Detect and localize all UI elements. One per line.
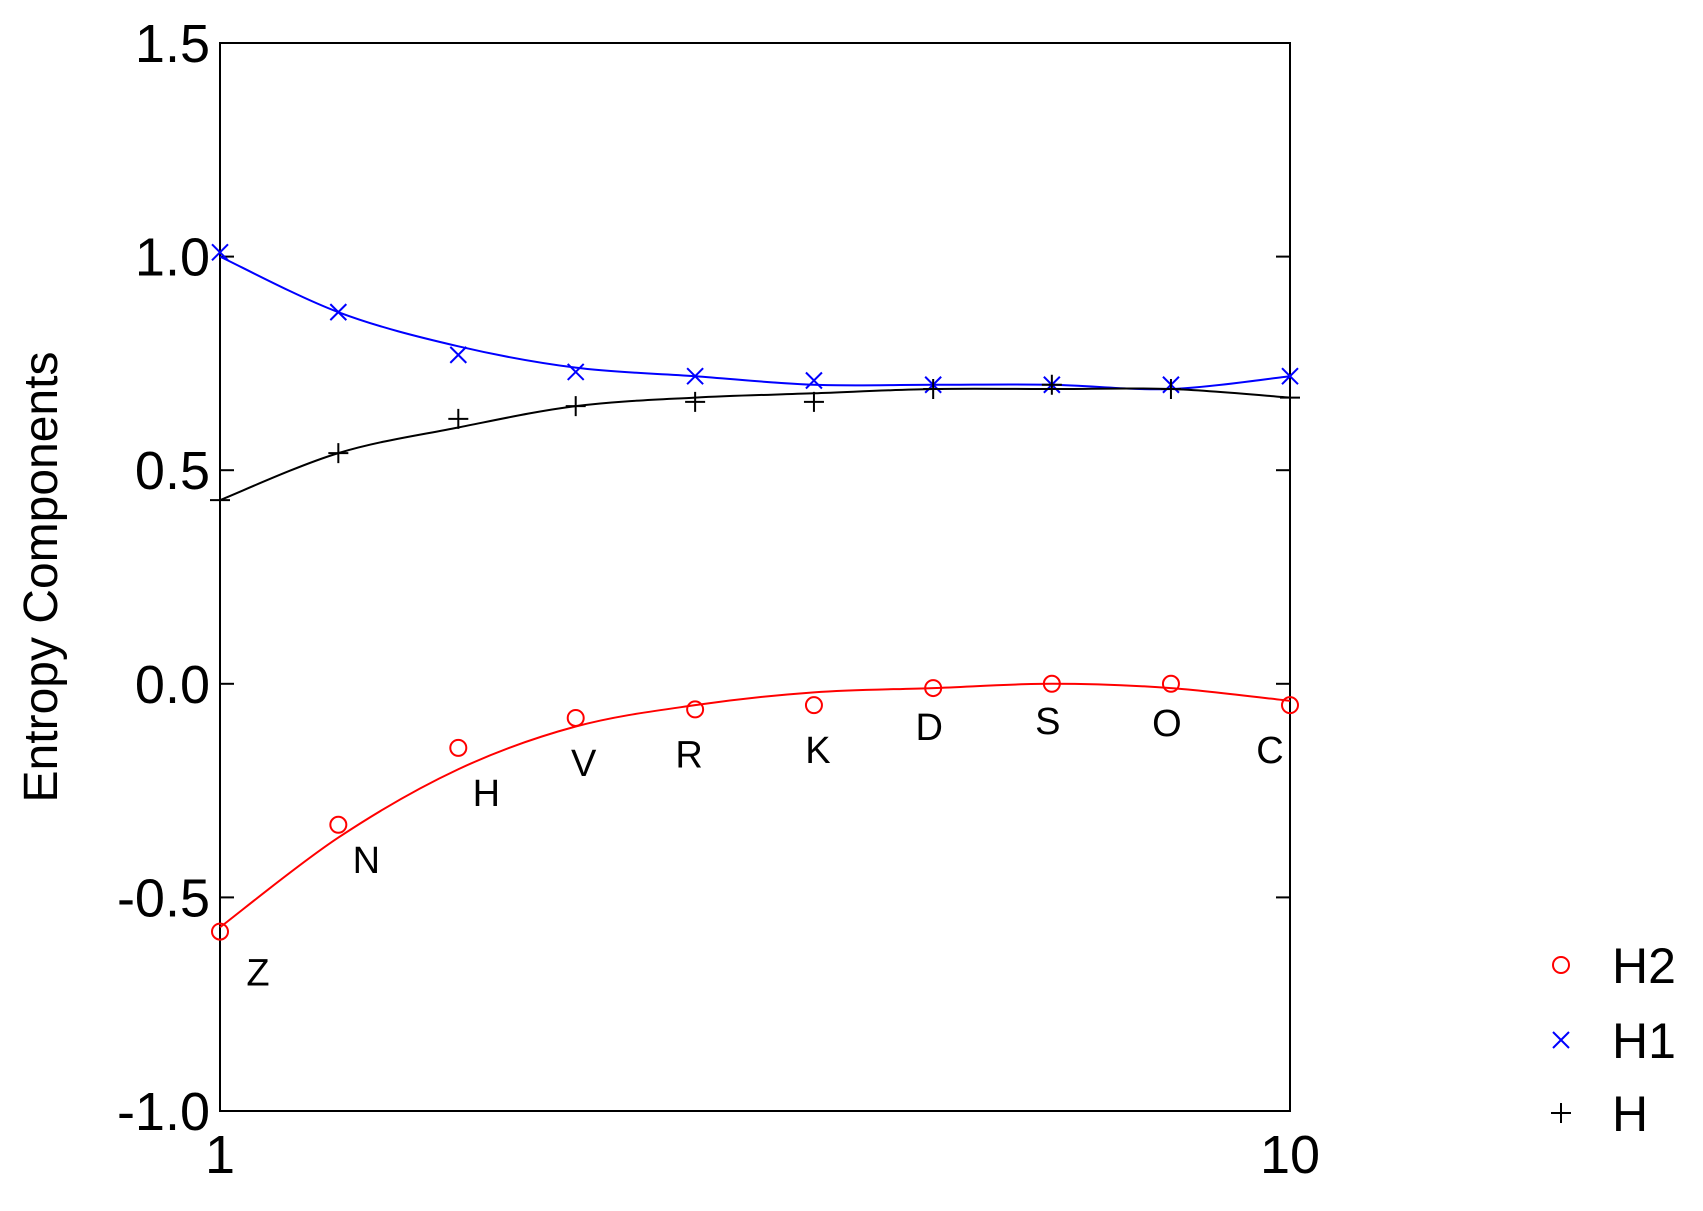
series-h2-point bbox=[924, 679, 943, 698]
x-marker bbox=[449, 346, 468, 364]
legend-label-h: H bbox=[1612, 1086, 1648, 1142]
x-marker bbox=[805, 371, 823, 390]
series-h1 bbox=[211, 243, 1299, 394]
legend-label-h2: H2 bbox=[1612, 938, 1676, 994]
series-h-point bbox=[803, 391, 824, 412]
x-tick-label: 1 bbox=[205, 1125, 235, 1185]
circle-marker bbox=[1552, 956, 1570, 974]
y-tick-label: -1.0 bbox=[117, 1082, 210, 1142]
plus-marker bbox=[565, 396, 586, 417]
series-h-point bbox=[565, 396, 586, 417]
series-h1-point bbox=[329, 303, 348, 321]
point-label: R bbox=[675, 734, 702, 776]
x-marker bbox=[567, 363, 585, 381]
circle-marker bbox=[566, 708, 585, 727]
circle-marker bbox=[924, 679, 943, 698]
x-marker bbox=[686, 367, 704, 385]
point-label: V bbox=[571, 743, 597, 785]
series-h2-point bbox=[449, 738, 468, 757]
series-h-point bbox=[448, 408, 469, 429]
series-h1-point bbox=[686, 367, 704, 385]
plus-marker bbox=[328, 443, 349, 464]
circle-marker bbox=[1042, 674, 1061, 693]
legend-marker-h1 bbox=[1552, 1031, 1570, 1049]
plus-marker bbox=[685, 391, 706, 412]
circle-marker bbox=[329, 815, 348, 834]
y-tick-label: 0.0 bbox=[135, 655, 210, 715]
plus-marker bbox=[1551, 1103, 1571, 1123]
plot-frame bbox=[219, 42, 1291, 1112]
plus-marker bbox=[1041, 374, 1062, 395]
series-h-point bbox=[923, 379, 944, 400]
series-layer bbox=[210, 243, 1300, 941]
plus-marker bbox=[1280, 387, 1300, 408]
legend-marker-h bbox=[1551, 1103, 1571, 1123]
series-h2-line bbox=[219, 682, 1291, 929]
legend: H2 H1 H bbox=[1551, 938, 1676, 1142]
series-h2-point bbox=[1161, 674, 1180, 693]
x-marker bbox=[1552, 1031, 1570, 1049]
series-h bbox=[210, 374, 1300, 511]
series-h-point bbox=[1280, 387, 1300, 408]
series-h-line bbox=[219, 387, 1291, 502]
y-axis-title: Entropy Components bbox=[15, 352, 68, 803]
series-h2-point bbox=[686, 700, 705, 719]
series-h1-point bbox=[805, 371, 823, 390]
point-labels: Z N H V R K D S O C bbox=[246, 701, 1283, 995]
point-label: K bbox=[805, 730, 830, 772]
circle-marker bbox=[1281, 696, 1299, 715]
y-axis: 1.5 1.0 0.5 0.0 -0.5 -1.0 bbox=[117, 14, 1290, 1142]
series-h2-point bbox=[211, 922, 229, 941]
plus-marker bbox=[923, 379, 944, 400]
series-h-point bbox=[1160, 379, 1181, 400]
series-h-point bbox=[210, 490, 230, 511]
x-marker bbox=[1281, 367, 1299, 385]
series-h1-point bbox=[567, 363, 585, 381]
x-marker bbox=[329, 303, 348, 321]
series-h1-point bbox=[211, 243, 229, 262]
x-tick-label: 10 bbox=[1260, 1125, 1320, 1185]
y-tick-label: 0.5 bbox=[135, 441, 210, 501]
point-label: H bbox=[473, 773, 500, 815]
series-h-point bbox=[1041, 374, 1062, 395]
circle-marker bbox=[211, 922, 229, 941]
y-tick-label: -0.5 bbox=[117, 868, 210, 928]
circle-marker bbox=[686, 700, 705, 719]
series-h2-point bbox=[329, 815, 348, 834]
series-h1-point bbox=[1281, 367, 1299, 385]
x-marker bbox=[211, 243, 229, 262]
point-label: O bbox=[1152, 703, 1182, 745]
plus-marker bbox=[210, 490, 230, 511]
series-h2-point bbox=[566, 708, 585, 727]
plus-marker bbox=[1160, 379, 1181, 400]
y-tick-label: 1.0 bbox=[135, 228, 210, 288]
point-label: S bbox=[1035, 701, 1060, 743]
series-h-point bbox=[328, 443, 349, 464]
series-h2-point bbox=[1281, 696, 1299, 715]
point-label: Z bbox=[246, 953, 269, 995]
y-tick-label: 1.5 bbox=[135, 14, 210, 74]
point-label: C bbox=[1256, 730, 1283, 772]
series-h1-line bbox=[219, 255, 1291, 391]
legend-marker-h2 bbox=[1552, 956, 1570, 974]
plus-marker bbox=[448, 408, 469, 429]
point-label: N bbox=[353, 840, 380, 882]
series-h2-point bbox=[804, 696, 823, 715]
series-h1-point bbox=[449, 346, 468, 364]
legend-label-h1: H1 bbox=[1612, 1013, 1676, 1069]
plot-area bbox=[219, 42, 1291, 1112]
series-h-point bbox=[685, 391, 706, 412]
plus-marker bbox=[803, 391, 824, 412]
circle-marker bbox=[1161, 674, 1180, 693]
circle-marker bbox=[449, 738, 468, 757]
point-label: D bbox=[915, 707, 942, 749]
series-h2-point bbox=[1042, 674, 1061, 693]
series-h2 bbox=[211, 674, 1299, 941]
x-axis: 1 10 bbox=[205, 1125, 1320, 1185]
circle-marker bbox=[804, 696, 823, 715]
